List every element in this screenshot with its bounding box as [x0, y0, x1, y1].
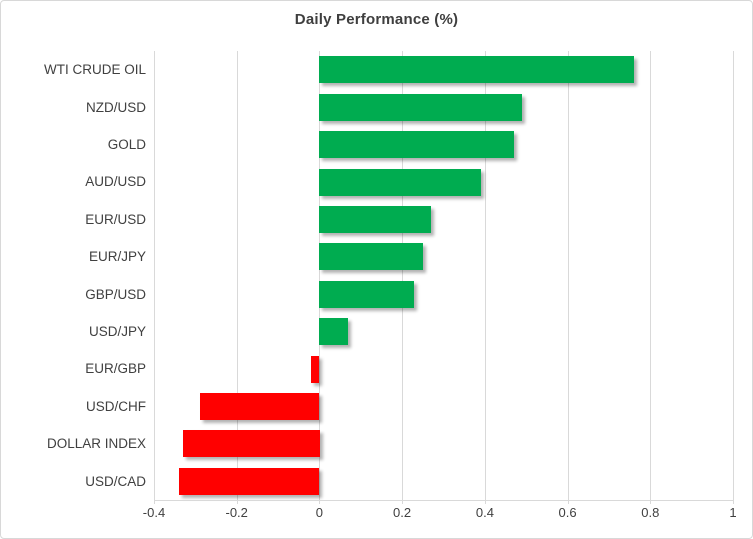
x-axis-tick	[402, 500, 404, 504]
category-label: EUR/USD	[85, 211, 146, 227]
category-label: USD/CAD	[85, 473, 146, 489]
category-label: USD/CHF	[86, 398, 146, 414]
bar-gold	[319, 131, 514, 158]
x-tick-label: -0.4	[142, 505, 166, 520]
bar-gbp-usd	[319, 280, 415, 308]
gridline	[484, 51, 486, 500]
bar-usd-cad	[178, 467, 320, 495]
gridline	[154, 51, 155, 500]
x-axis-tick	[484, 500, 486, 504]
gridline	[319, 51, 321, 500]
x-tick-label: -0.2	[225, 505, 248, 520]
gridline	[567, 51, 569, 500]
category-label: WTI CRUDE OIL	[43, 62, 146, 78]
bar-usd-chf	[199, 393, 320, 420]
category-label: GOLD	[107, 136, 146, 152]
x-tick-label: 0.8	[641, 505, 660, 520]
category-label: EUR/JPY	[88, 249, 146, 265]
bar-eur-gbp	[311, 355, 320, 383]
category-label: AUD/USD	[85, 174, 146, 190]
category-label: GBP/USD	[85, 286, 146, 302]
bar-usd-jpy	[319, 318, 349, 346]
bar-eur-usd	[319, 205, 432, 233]
x-axis-tick	[567, 500, 569, 504]
x-axis-tick	[650, 500, 652, 504]
x-axis-tick	[236, 500, 238, 504]
category-label: DOLLAR INDEX	[46, 436, 146, 452]
x-axis-tick	[319, 500, 321, 504]
x-axis-tick	[154, 500, 155, 504]
category-label: EUR/GBP	[85, 361, 146, 377]
plot-area	[154, 51, 734, 500]
bar-aud-usd	[319, 168, 481, 196]
category-label: USD/JPY	[88, 324, 146, 340]
gridline	[650, 51, 652, 500]
x-tick-label: 0.4	[475, 505, 494, 520]
x-axis-line	[154, 500, 734, 501]
x-axis-tick	[733, 500, 734, 504]
x-tick-label: 0.2	[393, 505, 412, 520]
gridline	[733, 51, 734, 500]
x-tick-label: 1	[729, 505, 737, 520]
x-tick-label: 0.6	[558, 505, 577, 520]
gridline	[236, 51, 238, 500]
bar-eur-jpy	[319, 243, 423, 271]
bar-nzd-usd	[319, 93, 523, 121]
category-label: NZD/USD	[86, 99, 146, 115]
gridline	[402, 51, 404, 500]
x-tick-label: 0	[315, 505, 324, 520]
bar-dollar-index	[183, 430, 320, 458]
bar-wti-crude-oil	[319, 56, 634, 84]
chart-title: Daily Performance (%)	[294, 11, 459, 28]
